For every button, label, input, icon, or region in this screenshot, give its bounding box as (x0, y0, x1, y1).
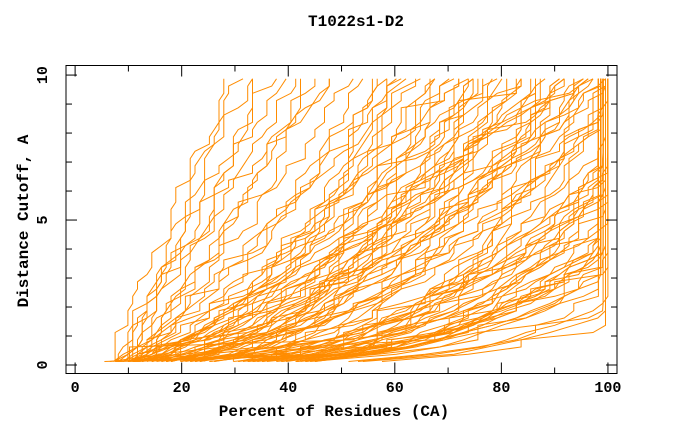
model-curve (156, 78, 602, 362)
model-curve (137, 78, 536, 362)
model-curve (137, 78, 330, 362)
model-curve (146, 78, 402, 362)
model-curve (305, 78, 602, 362)
y-tick-label: 0 (35, 360, 52, 369)
model-curve (180, 78, 602, 362)
model-curve (362, 78, 606, 362)
model-curve (132, 78, 479, 362)
model-curve (115, 78, 602, 362)
model-curve (118, 78, 316, 362)
x-axis-title: Percent of Residues (CA) (218, 403, 450, 421)
x-tick-label: 60 (386, 380, 404, 397)
model-curve (161, 78, 378, 362)
model-curve (127, 78, 498, 362)
model-curve (132, 78, 253, 362)
model-curve (238, 78, 431, 362)
model-curve (137, 78, 469, 362)
model-curve (127, 78, 354, 362)
model-curve (194, 78, 503, 362)
model-curve (142, 78, 417, 362)
model-curve (271, 78, 606, 362)
x-tick-label: 80 (492, 380, 510, 397)
y-tick-label: 5 (35, 216, 52, 225)
model-curve (180, 78, 565, 362)
model-curve (141, 78, 407, 362)
model-curve (314, 78, 599, 362)
model-curve (137, 78, 436, 362)
model-curve (295, 78, 599, 362)
chart-title: T1022s1-D2 (307, 13, 405, 31)
model-curve (132, 78, 565, 362)
model-curve (151, 78, 522, 362)
model-curve (199, 78, 469, 362)
model-curve (252, 78, 589, 362)
model-curve (117, 78, 225, 362)
model-curve (156, 78, 594, 362)
model-curve (242, 78, 606, 362)
model-curve (113, 78, 297, 362)
model-curve (170, 78, 536, 362)
model-curve (118, 78, 474, 362)
x-tick-label: 100 (594, 380, 621, 397)
model-curve (114, 78, 253, 362)
model-curve (199, 78, 565, 362)
x-tick-label: 20 (173, 380, 191, 397)
model-curve (113, 78, 388, 362)
model-curve (262, 78, 604, 362)
model-curve (214, 78, 397, 362)
model-curve (122, 78, 287, 362)
x-tick-label: 0 (71, 380, 80, 397)
model-curve (286, 78, 575, 362)
model-curve (127, 78, 244, 362)
model-curve (170, 78, 450, 362)
x-tick-label: 40 (279, 380, 297, 397)
y-tick-label: 10 (35, 66, 52, 84)
model-curve (132, 78, 301, 362)
model-curve (151, 78, 536, 362)
model-curve (122, 78, 277, 362)
model-curve (295, 78, 541, 362)
